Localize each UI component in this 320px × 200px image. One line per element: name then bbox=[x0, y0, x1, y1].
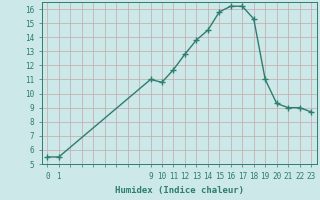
X-axis label: Humidex (Indice chaleur): Humidex (Indice chaleur) bbox=[115, 186, 244, 195]
